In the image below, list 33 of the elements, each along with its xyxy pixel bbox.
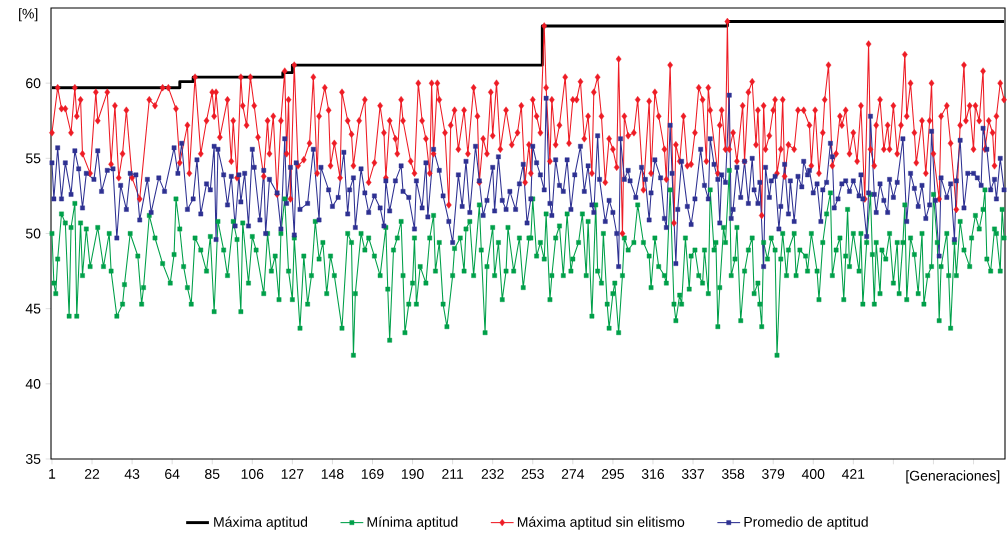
y-tick-label: 60 <box>26 78 41 89</box>
legend-label: Mínima aptitud <box>367 516 458 530</box>
x-tick-label: 232 <box>481 469 504 479</box>
x-tick-label: 148 <box>321 469 344 479</box>
y-tick-label: 45 <box>25 303 41 314</box>
x-tick-label: 106 <box>241 469 264 479</box>
legend-label: Máxima aptitud sin elitismo <box>517 516 685 530</box>
x-axis-title: [Generaciones] <box>906 470 1000 484</box>
x-tick-label: 22 <box>84 469 100 479</box>
x-tick-label: 85 <box>205 469 220 479</box>
x-tick-label: 169 <box>361 469 384 479</box>
x-tick-label: 379 <box>762 469 785 479</box>
x-tick-label: 316 <box>641 469 665 479</box>
x-tick-label: 400 <box>801 469 825 479</box>
x-tick-label: 253 <box>521 469 544 479</box>
x-tick-label: 295 <box>601 469 624 479</box>
y-axis-title: [%] <box>19 8 38 22</box>
legend-label: Máxima aptitud <box>214 516 308 530</box>
y-tick-label: 50 <box>25 228 41 239</box>
legend-label: Promedio de aptitud <box>744 516 868 530</box>
y-tick-label: 40 <box>25 378 41 389</box>
x-tick-label: 127 <box>281 469 304 479</box>
x-tick-label: 274 <box>561 469 585 479</box>
x-tick-label: 1 <box>49 469 56 479</box>
x-tick-label: 211 <box>442 469 464 479</box>
y-tick-label: 35 <box>25 454 41 464</box>
x-tick-label: 190 <box>401 469 424 479</box>
x-tick-label: 337 <box>681 469 704 479</box>
y-tick-label: 55 <box>25 153 41 164</box>
x-tick-label: 64 <box>165 469 180 479</box>
x-tick-label: 358 <box>721 469 745 479</box>
x-tick-label: 43 <box>124 469 140 479</box>
x-tick-label: 421 <box>841 469 865 479</box>
